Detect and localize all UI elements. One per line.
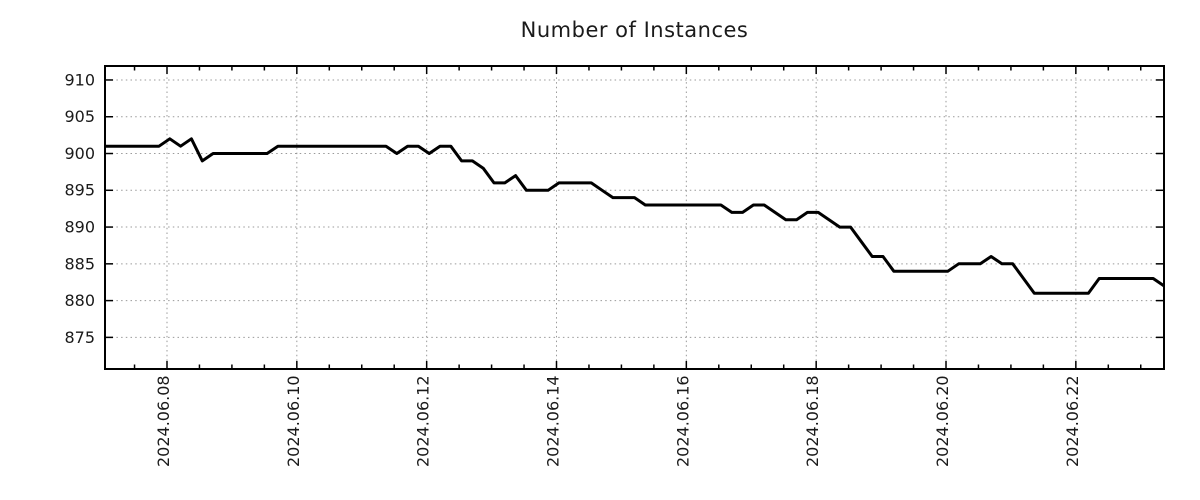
x-tick-label: 2024.06.16	[673, 375, 692, 467]
x-tick-label: 2024.06.18	[803, 375, 822, 467]
y-tick-label: 905	[64, 107, 95, 126]
x-tick-label: 2024.06.08	[154, 375, 173, 467]
x-tick-label: 2024.06.14	[544, 375, 563, 467]
y-tick-label: 910	[64, 70, 95, 89]
y-tick-label: 880	[64, 291, 95, 310]
y-tick-label: 895	[64, 181, 95, 200]
grid-lines	[107, 68, 1162, 367]
axis-labels: 875 880 885 890 895 900 905 910 2024.06.08 2024.0…	[64, 70, 1081, 467]
y-tick-label: 890	[64, 218, 95, 237]
x-tick-label: 2024.06.20	[933, 375, 952, 467]
y-tick-label: 900	[64, 144, 95, 163]
x-tick-label: 2024.06.10	[284, 375, 303, 467]
x-tick-label: 2024.06.22	[1063, 375, 1082, 467]
instances-series-line	[105, 137, 1165, 295]
y-tick-label: 885	[64, 254, 95, 273]
plot-border	[104, 65, 1165, 370]
y-tick-label: 875	[64, 328, 95, 347]
chart-title: Number of Instances	[520, 18, 749, 42]
x-tick-label: 2024.06.12	[414, 375, 433, 467]
axis-ticks	[105, 66, 1164, 369]
